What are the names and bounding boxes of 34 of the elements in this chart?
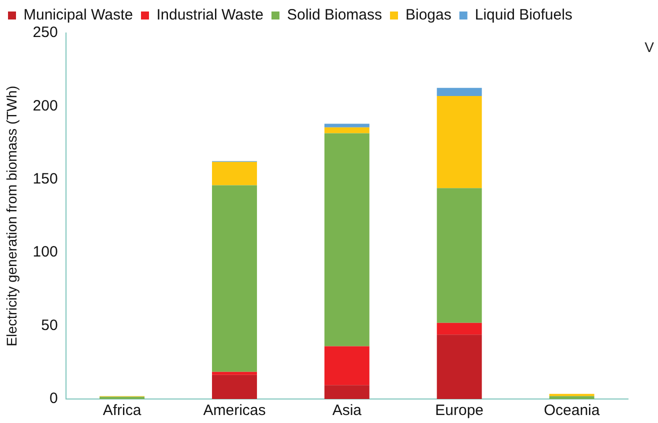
bar bbox=[436, 96, 482, 188]
bar bbox=[436, 188, 482, 323]
bar bbox=[436, 322, 482, 335]
y-tick-label: 100 bbox=[32, 244, 58, 261]
bar bbox=[324, 346, 370, 386]
x-tick-label: Europe bbox=[435, 402, 484, 420]
bar bbox=[212, 185, 257, 372]
bar bbox=[324, 124, 370, 128]
legend-label: Solid Biomass bbox=[286, 6, 382, 24]
legend-label: Municipal Waste bbox=[24, 6, 133, 24]
legend-label: Industrial Waste bbox=[156, 6, 264, 24]
bar bbox=[212, 374, 257, 399]
legend-label: Liquid Biofuels bbox=[474, 6, 572, 24]
bar bbox=[324, 127, 370, 134]
x-tick-label: Oceania bbox=[544, 402, 600, 420]
bar bbox=[436, 334, 482, 399]
y-tick-label: 250 bbox=[32, 24, 58, 42]
bar bbox=[436, 88, 482, 96]
text: V bbox=[644, 38, 655, 55]
bar bbox=[324, 133, 370, 346]
y-tick-label: 0 bbox=[49, 390, 58, 408]
y-axis-title: Electricity generation from biomass (TWh) bbox=[3, 86, 20, 346]
bar bbox=[549, 394, 594, 396]
bar bbox=[212, 162, 257, 186]
x-tick-label: Asia bbox=[332, 402, 362, 420]
y-tick-label: 50 bbox=[41, 316, 58, 334]
bar bbox=[549, 396, 594, 399]
x-tick-label: Africa bbox=[102, 402, 142, 420]
bar bbox=[324, 385, 370, 399]
y-tick-label: 150 bbox=[32, 170, 58, 188]
legend-label: Biogas bbox=[406, 6, 452, 24]
bar bbox=[212, 372, 257, 375]
y-tick-label: 200 bbox=[32, 97, 58, 114]
x-tick-label: Americas bbox=[203, 402, 266, 420]
